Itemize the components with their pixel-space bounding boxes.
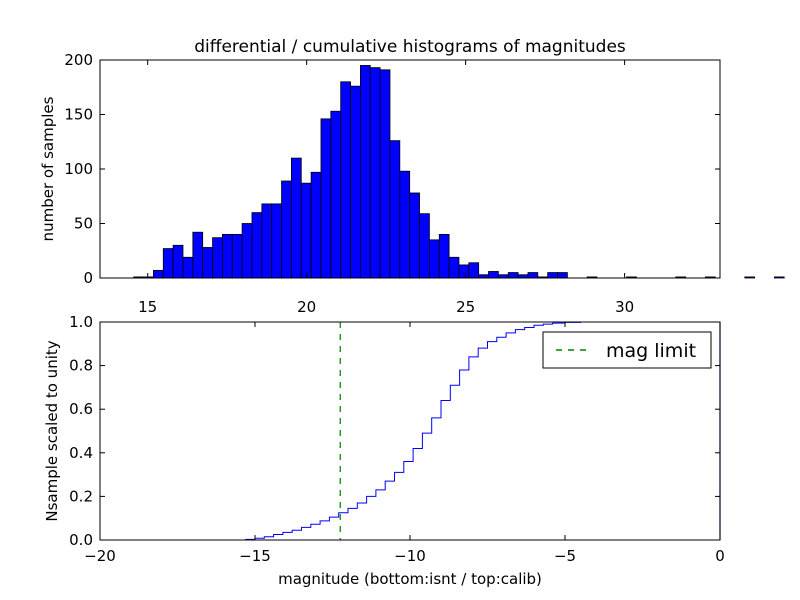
legend-label-mag-limit: mag limit xyxy=(606,340,696,362)
histogram-bar xyxy=(251,212,263,279)
cumulative-y-tick-label: 0.8 xyxy=(69,357,93,375)
histogram-bar xyxy=(320,118,332,279)
cumulative-chart: magnitude (bottom:isnt / top:calib) Nsam… xyxy=(43,313,725,588)
histogram-bar xyxy=(428,239,440,279)
histogram-bar xyxy=(773,276,785,279)
histogram-bar xyxy=(172,244,184,279)
histogram-bar xyxy=(222,233,233,279)
histogram-bar xyxy=(330,110,342,279)
histogram-bar xyxy=(241,223,253,279)
histogram-bar xyxy=(291,157,302,279)
histogram-bar xyxy=(448,256,460,279)
histogram-bar xyxy=(744,276,756,279)
cumulative-y-tick-label: 0.0 xyxy=(69,531,93,549)
histogram-bar xyxy=(547,272,558,279)
histogram-bar xyxy=(409,192,420,279)
histogram-y-tick-label: 200 xyxy=(64,51,93,69)
histogram-bar xyxy=(468,262,480,279)
histogram-bar xyxy=(399,170,411,279)
histogram-x-tick-label: 25 xyxy=(456,298,475,316)
histogram-bar xyxy=(379,69,391,279)
histogram-y-tick-label: 50 xyxy=(74,215,93,233)
histogram-bar xyxy=(350,85,361,279)
histogram-bar xyxy=(271,203,282,279)
histogram-bar xyxy=(300,182,312,279)
cumulative-x-tick-label: −20 xyxy=(84,547,116,565)
cumulative-y-tick-label: 1.0 xyxy=(69,313,93,331)
cumulative-y-tick-label: 0.4 xyxy=(69,444,93,462)
histogram-bar xyxy=(369,67,381,279)
histogram-bar xyxy=(488,271,499,279)
histogram-x-tick-label: 30 xyxy=(615,298,634,316)
histogram-bar xyxy=(202,247,213,279)
histogram-y-tick-label: 100 xyxy=(64,160,93,178)
cumulative-x-axis-label: magnitude (bottom:isnt / top:calib) xyxy=(278,570,542,588)
histogram-y-tick-label: 150 xyxy=(64,106,93,124)
histogram-bar xyxy=(261,203,273,279)
cumulative-x-tick-label: −15 xyxy=(239,547,271,565)
histogram-bar xyxy=(182,256,194,279)
histogram-bar xyxy=(231,233,243,279)
histogram-bar xyxy=(419,213,430,279)
histogram-bar xyxy=(557,272,568,279)
histogram-bar xyxy=(359,65,371,279)
histogram-title: differential / cumulative histograms of … xyxy=(194,37,626,57)
histogram-bar xyxy=(340,81,351,279)
cumulative-x-tick-label: 0 xyxy=(715,547,725,565)
cumulative-y-axis-label: Nsample scaled to unity xyxy=(43,340,61,521)
histogram-y-tick-label: 0 xyxy=(83,269,93,287)
cumulative-ticks: −20 −15 −10 −5 0 0.0 0.2 0.4 0.6 0.8 1.0 xyxy=(69,313,725,565)
cumulative-y-tick-label: 0.2 xyxy=(69,487,93,505)
histogram-y-axis-label: number of samples xyxy=(39,96,57,241)
histogram-x-tick-label: 15 xyxy=(138,298,157,316)
histogram-bar xyxy=(153,269,164,279)
histogram-bar xyxy=(389,140,401,279)
histogram-chart: differential / cumulative histograms of … xyxy=(39,37,785,316)
cumulative-plot-frame xyxy=(99,321,721,541)
histogram-bar xyxy=(310,171,322,279)
histogram-bars xyxy=(133,65,785,279)
legend: mag limit xyxy=(542,331,712,369)
histogram-bar xyxy=(438,233,450,279)
histogram-plot-frame xyxy=(99,59,721,279)
histogram-bar xyxy=(192,231,204,279)
cumulative-x-tick-label: −5 xyxy=(554,547,576,565)
histogram-bar xyxy=(162,248,174,279)
histogram-bar xyxy=(527,272,539,279)
cumulative-x-tick-label: −10 xyxy=(394,547,426,565)
cumulative-step-line xyxy=(100,321,720,541)
histogram-x-tick-label: 20 xyxy=(297,298,316,316)
histogram-bar xyxy=(458,264,470,279)
histogram-ticks: 15 20 25 30 0 50 100 150 200 xyxy=(64,51,720,316)
cumulative-y-tick-label: 0.6 xyxy=(69,400,93,418)
histogram-bar xyxy=(212,237,223,279)
histogram-bar xyxy=(281,180,292,279)
histogram-bar xyxy=(507,272,519,279)
